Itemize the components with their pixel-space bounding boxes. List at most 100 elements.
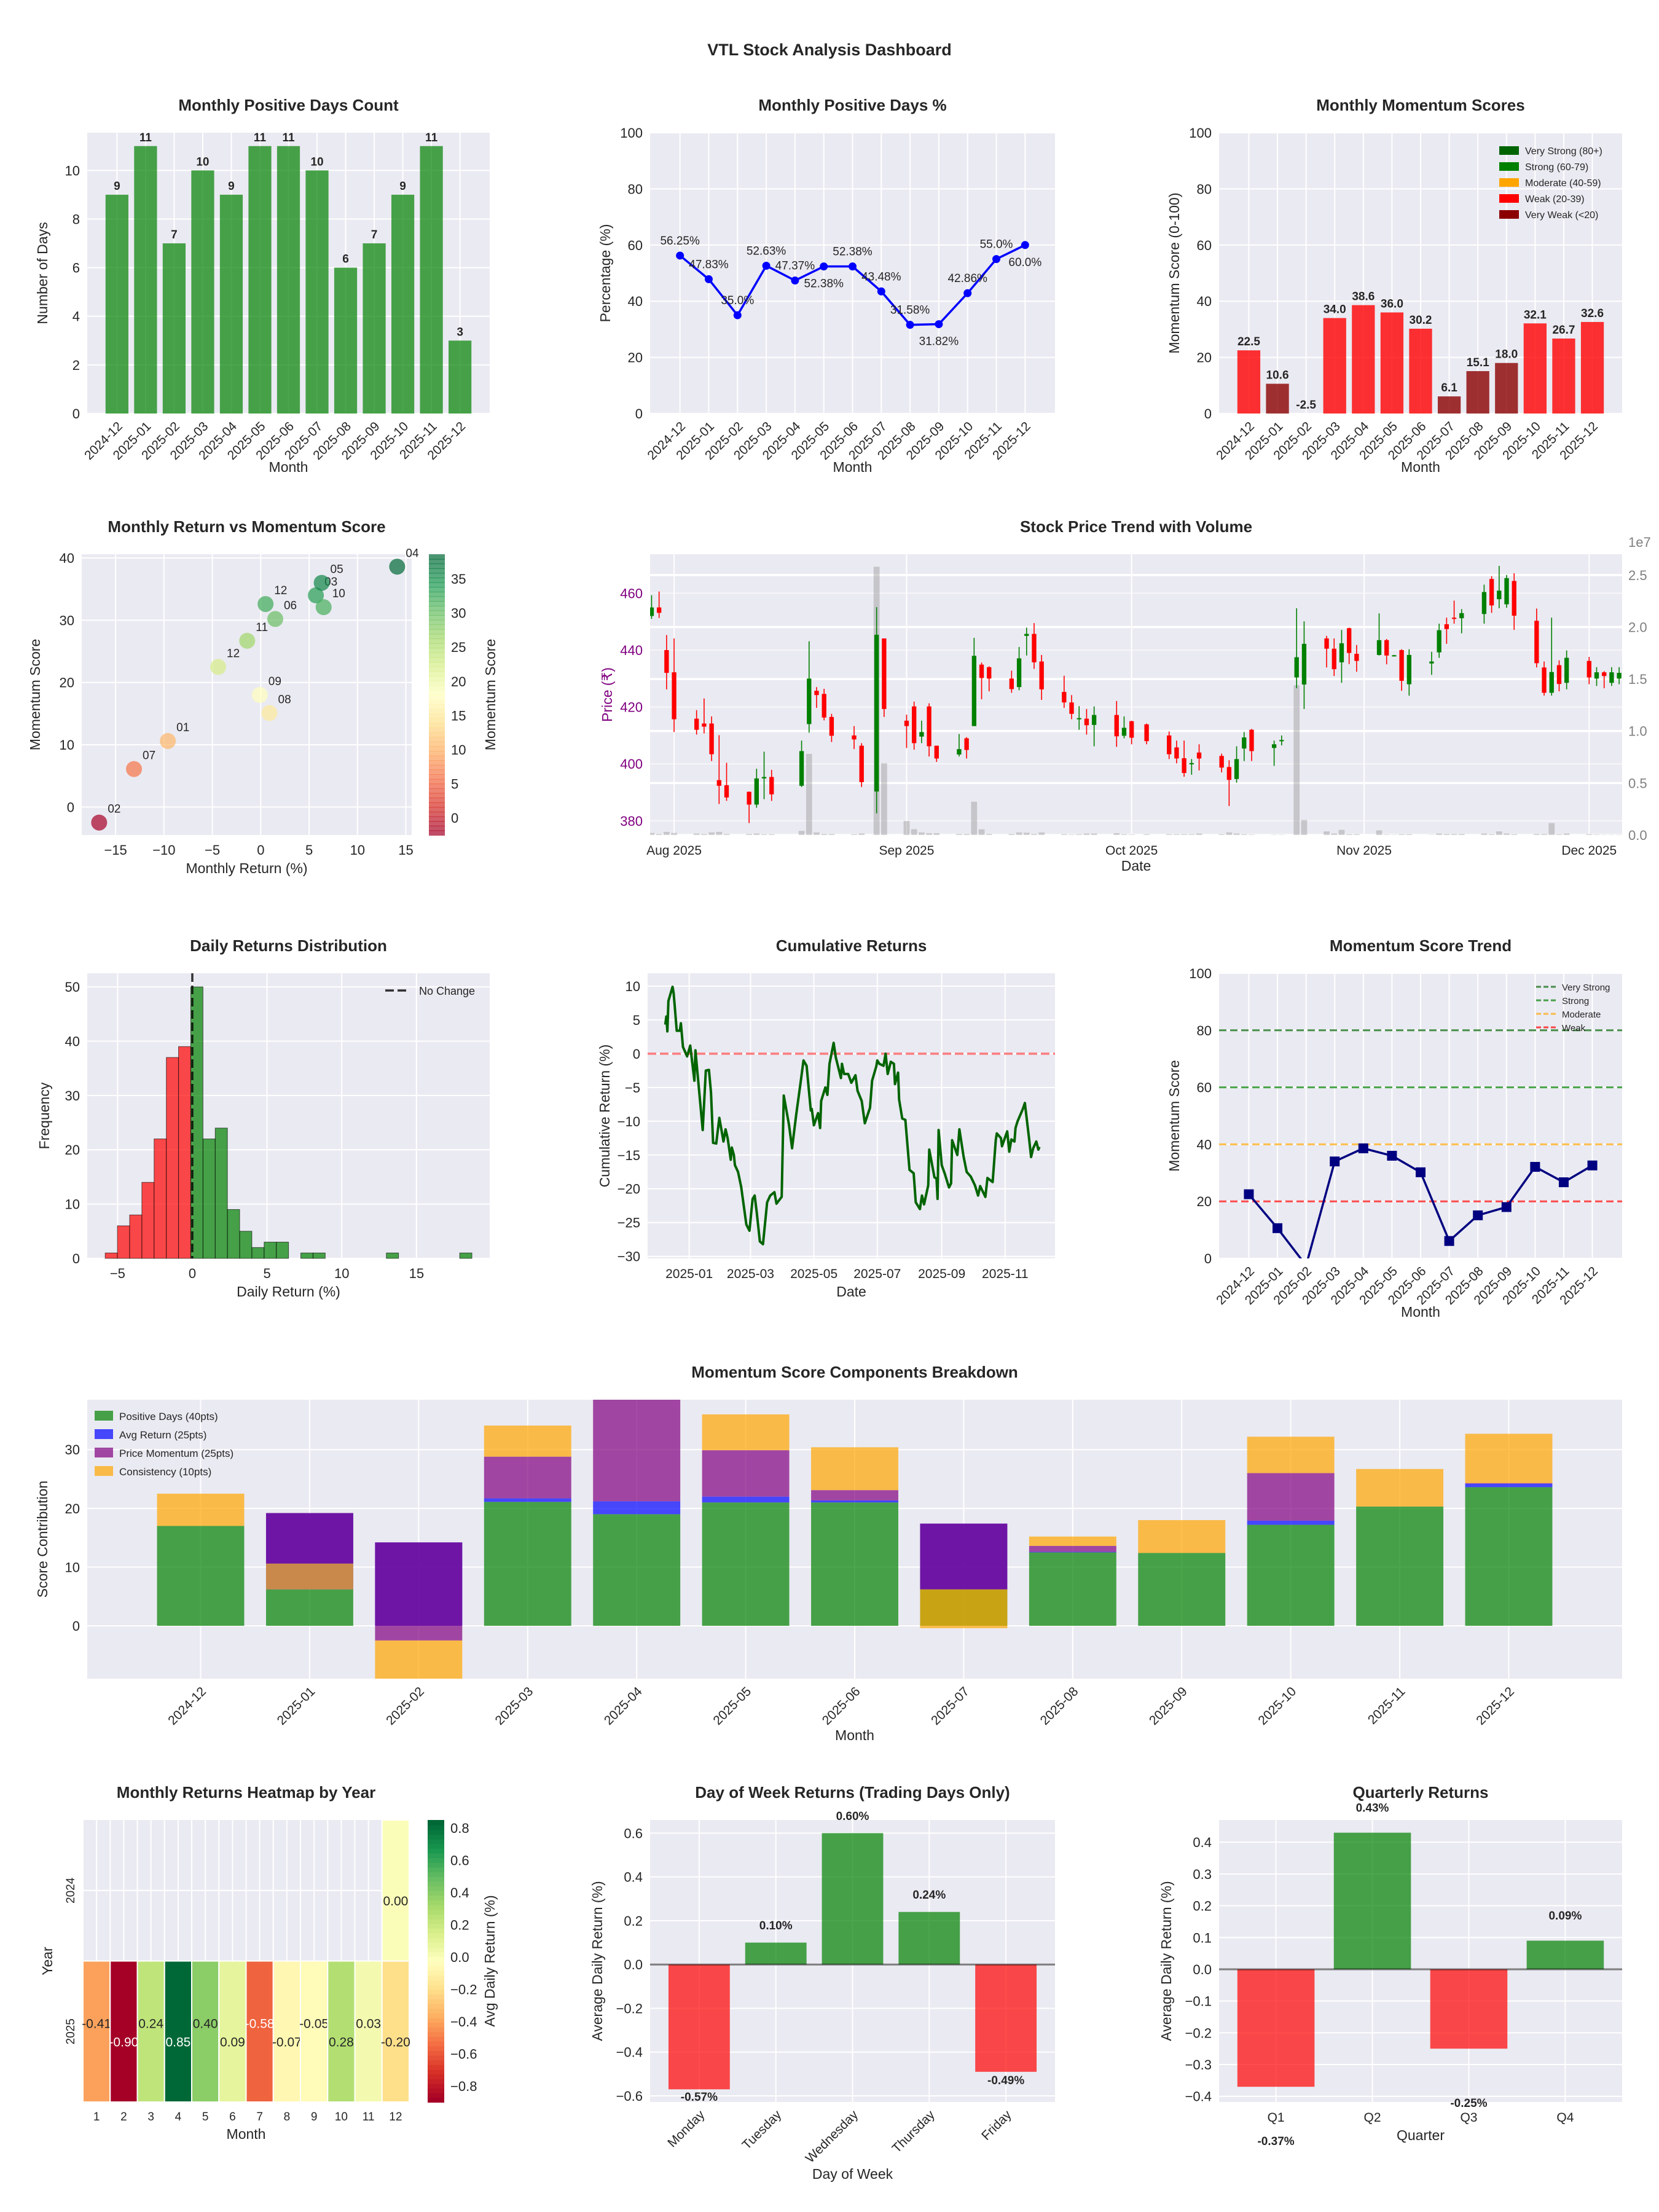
heatmap-cell xyxy=(381,1960,410,2103)
bar-value-label: 22.5 xyxy=(1237,335,1260,348)
bar xyxy=(1466,371,1489,414)
colorbar-segment xyxy=(428,2064,444,2070)
chart-title: Monthly Positive Days % xyxy=(758,96,946,114)
bar-value-label: 0.60% xyxy=(836,1810,869,1823)
chart-monthly-returns-heatmap: 0.00 -0.41 -0.900.240.850.400.09-0.58 -0.07… xyxy=(39,1783,410,2142)
heatmap-cell xyxy=(109,1960,138,2103)
histogram-bar xyxy=(312,1252,326,1259)
candle-body xyxy=(1032,633,1037,662)
volume-bar xyxy=(1496,831,1502,835)
colorbar-segment xyxy=(429,671,445,677)
candle-body xyxy=(1196,752,1202,759)
x-tick-label: 10 xyxy=(334,1266,349,1281)
legend-swatch xyxy=(1499,178,1519,187)
colorbar-tick-label: −0.8 xyxy=(450,2079,477,2094)
candle-body xyxy=(1534,621,1539,664)
colorbar-segment xyxy=(428,2041,444,2047)
volume-bar xyxy=(1376,830,1382,835)
y-tick-label: 60 xyxy=(628,238,643,253)
heatmap-cell-label: -0.07 xyxy=(272,2035,302,2049)
colorbar-segment xyxy=(429,830,445,836)
x-tick-label: 4 xyxy=(175,2111,182,2124)
candle-body xyxy=(716,780,721,786)
y-tick-label: 30 xyxy=(65,1442,80,1457)
y-axis-label: Price (₹) xyxy=(599,667,615,722)
y-tick-label: 6 xyxy=(73,261,80,276)
scatter-point xyxy=(308,587,324,603)
volume-bar xyxy=(1233,833,1240,835)
colorbar-segment xyxy=(429,802,445,808)
volume-bar xyxy=(768,834,775,835)
y-axis-label: Year xyxy=(39,1947,55,1975)
chart-cumulative-returns: 2025-01 2025-03 2025-05 2025-07 2025-09 2025-… xyxy=(597,936,1055,1300)
bar-value-label: 15.1 xyxy=(1467,356,1489,369)
bar xyxy=(162,243,186,414)
colorbar-segment xyxy=(428,1989,444,1995)
x-tick-label: −5 xyxy=(110,1266,125,1281)
y-tick-label: 20 xyxy=(1197,350,1212,366)
y-tick-label: 10 xyxy=(65,1197,80,1212)
x-tick-label: Q1 xyxy=(1268,2111,1285,2125)
volume-bar xyxy=(1346,834,1352,835)
x-tick-label: 6 xyxy=(229,2111,236,2124)
point-label: 02 xyxy=(108,803,120,816)
histogram-bar xyxy=(300,1252,313,1259)
scatter-point xyxy=(313,575,330,591)
x-tick-label: 2025-01 xyxy=(665,1267,713,1281)
candle-body xyxy=(979,664,984,678)
volume-bar xyxy=(978,829,985,835)
candle-body xyxy=(919,732,924,737)
candle-body xyxy=(1084,718,1089,726)
y-tick-label: 0 xyxy=(633,1046,640,1062)
y-axis-label: Momentum Score (0-100) xyxy=(1166,192,1182,353)
x-tick-label: 2025-09 xyxy=(918,1267,965,1281)
bar xyxy=(420,146,443,414)
y-tick-label: 100 xyxy=(1189,125,1212,141)
candle-body xyxy=(1556,665,1562,684)
colorbar-segment xyxy=(429,662,445,667)
x-tick-label: Aug 2025 xyxy=(646,844,702,858)
heatmap-cell-label: -0.20 xyxy=(381,2035,410,2049)
colorbar-segment xyxy=(428,1942,444,1948)
x-tick-label: Q2 xyxy=(1364,2111,1381,2125)
colorbar-tick-label: 15 xyxy=(451,708,466,723)
volume-bar xyxy=(1076,834,1083,835)
colorbar-segment xyxy=(429,713,445,719)
y-tick-label: 0.1 xyxy=(1193,1930,1212,1945)
candle-body xyxy=(650,607,654,616)
y-tick-label: 20 xyxy=(1197,1194,1212,1209)
component-bar xyxy=(375,1542,463,1641)
colorbar-segment xyxy=(428,1876,444,1882)
volume-bar xyxy=(1226,832,1233,835)
bar-value-label: 30.2 xyxy=(1410,314,1432,327)
candle-body xyxy=(1301,643,1307,685)
y-tick-label: 40 xyxy=(60,551,74,566)
chart-quarterly-returns: Q1 Q2 Q3 Q4 −0.4 −0.3 −0.2 −0.1 0.0 0.1 0.2 0.3 0.4 -… xyxy=(1158,1783,1622,2148)
candle-body xyxy=(1129,721,1134,738)
x-axis-label: Daily Return (%) xyxy=(237,1284,340,1300)
y-tick-label: 460 xyxy=(620,586,643,601)
volume-bar xyxy=(746,834,753,835)
bar-value-label: 32.6 xyxy=(1581,307,1604,320)
bar-value-label: 10 xyxy=(196,155,209,168)
candle-body xyxy=(1594,672,1599,679)
candle-body xyxy=(814,691,819,696)
colorbar-segment xyxy=(428,2069,444,2075)
volume-bar xyxy=(858,833,865,835)
colorbar-segment xyxy=(428,2088,444,2093)
volume-bar xyxy=(851,834,857,835)
bar xyxy=(668,1964,730,2090)
y-tick-label: −20 xyxy=(618,1182,640,1197)
heatmap-cell-label: 0.24 xyxy=(138,2017,163,2031)
heatmap-cell xyxy=(354,1960,383,2103)
component-bar xyxy=(1029,1551,1116,1553)
colorbar-segment xyxy=(428,2031,444,2037)
volume-bar xyxy=(671,833,677,835)
heatmap-cell-label: -0.05 xyxy=(299,2017,329,2031)
bar-value-label: 32.1 xyxy=(1524,308,1547,321)
volume-bar xyxy=(926,833,932,835)
colorbar-segment xyxy=(429,704,445,710)
volume-bar xyxy=(1541,834,1547,835)
point-label: 08 xyxy=(278,693,291,706)
colorbar-tick-label: 0.8 xyxy=(450,1821,469,1836)
